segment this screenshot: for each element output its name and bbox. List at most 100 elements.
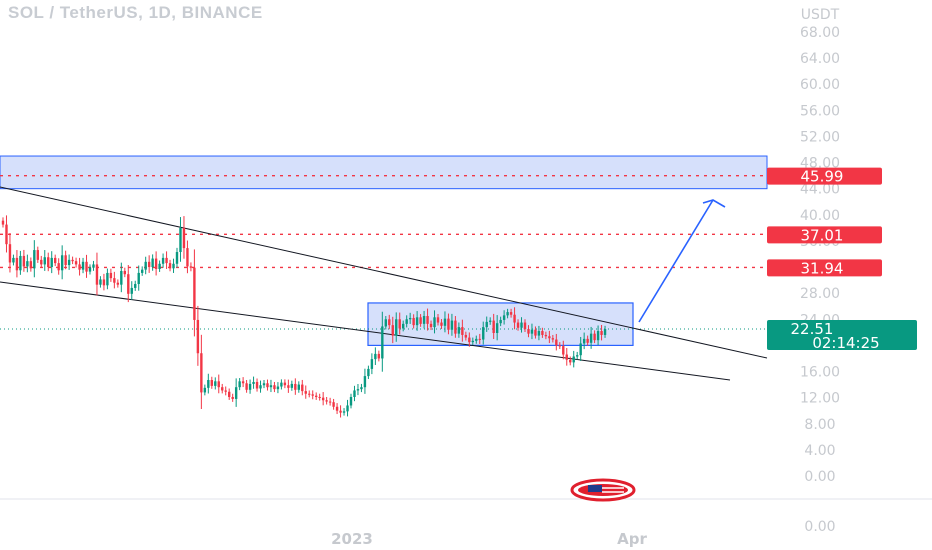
candle (102, 279, 106, 286)
candle (471, 340, 474, 343)
candle (603, 329, 607, 335)
candle (259, 385, 262, 389)
candle (95, 264, 99, 285)
y-tick-label: 60.00 (800, 77, 840, 93)
price-label: 45.99 (801, 168, 844, 186)
candle (92, 264, 95, 268)
y-tick-label: 56.00 (800, 103, 840, 119)
candle (40, 259, 43, 265)
candle (346, 405, 349, 412)
candle (315, 395, 318, 397)
candle (182, 227, 186, 249)
current-price-box (767, 320, 917, 351)
countdown-label: 02:14:25 (812, 334, 879, 352)
candle (544, 334, 548, 337)
candle (558, 345, 561, 347)
candle (276, 386, 280, 390)
candle (377, 353, 381, 359)
price-label: 31.94 (801, 259, 844, 277)
candle (447, 318, 450, 330)
candle (147, 261, 151, 268)
candle (262, 383, 266, 386)
candle (168, 263, 172, 269)
candle (19, 255, 22, 271)
candle (5, 224, 8, 245)
candle (436, 317, 440, 323)
candle (565, 354, 568, 360)
candle (26, 261, 29, 267)
candle (47, 257, 50, 268)
candle (36, 250, 39, 260)
candle (482, 327, 485, 340)
candle (214, 381, 217, 386)
candle (99, 279, 102, 285)
candle (440, 322, 443, 326)
candle (54, 257, 57, 264)
candle (363, 376, 367, 388)
candle (589, 333, 593, 343)
candle (64, 255, 67, 266)
candle (395, 319, 398, 336)
candle (461, 327, 464, 335)
candle (509, 312, 513, 315)
candle (402, 323, 405, 329)
y-tick-label: 44.00 (800, 182, 840, 198)
candle (523, 322, 527, 330)
candle (367, 368, 370, 377)
resistance-zone[interactable] (0, 155, 768, 190)
candle (450, 320, 454, 330)
candle (224, 390, 227, 392)
candle (332, 402, 335, 407)
candle (106, 272, 109, 286)
candle (318, 396, 321, 398)
candle (370, 359, 374, 369)
candle (443, 318, 447, 326)
candle (8, 244, 12, 263)
candle (134, 284, 137, 288)
price-label-box (767, 167, 882, 185)
candle (513, 314, 516, 323)
candle (586, 338, 589, 343)
y-tick-label: 48.00 (800, 156, 840, 172)
candle (71, 259, 74, 262)
candle (562, 346, 565, 355)
candle (207, 380, 210, 388)
candle (308, 393, 311, 395)
candle (534, 329, 537, 336)
price-label-box (767, 259, 882, 277)
candle (88, 267, 92, 272)
candle (572, 356, 575, 363)
candle (280, 382, 283, 387)
candle (231, 396, 234, 399)
candle (454, 320, 457, 334)
y-tick-label: 8.00 (804, 417, 835, 433)
candle (137, 272, 140, 285)
candle (457, 327, 461, 334)
candle (489, 320, 492, 322)
lower-trendline[interactable] (0, 281, 731, 381)
candle (255, 381, 259, 389)
y-tick-label: 16.00 (800, 365, 840, 381)
candle (304, 391, 307, 394)
candle (113, 278, 116, 283)
candle (283, 382, 287, 386)
projection-arrow[interactable] (638, 199, 714, 323)
y-tick-label: 12.00 (800, 391, 840, 407)
current-price-label: 22.51 (791, 320, 834, 338)
y-tick-label: 0.00 (804, 469, 835, 485)
candle (520, 322, 523, 328)
candle (158, 263, 161, 269)
chart-title: SOL / TetherUS, 1D, BINANCE (8, 3, 263, 22)
candle (29, 261, 33, 269)
upper-trendline[interactable] (0, 186, 768, 359)
candle (342, 411, 346, 413)
candle (193, 267, 196, 320)
candle (238, 381, 241, 388)
candle (339, 410, 342, 413)
candle (130, 287, 133, 294)
candle (516, 322, 520, 328)
candle (600, 331, 603, 335)
candle (60, 255, 64, 271)
candle (502, 315, 506, 320)
